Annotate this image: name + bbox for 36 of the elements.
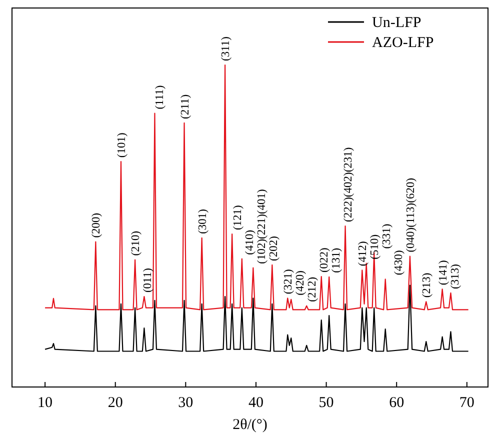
annotation: (011) xyxy=(142,268,154,293)
annotation: (111) xyxy=(154,85,166,110)
annotation: (412) xyxy=(357,241,370,266)
annotation: (022) xyxy=(318,247,331,273)
annotation: (101) xyxy=(116,132,128,158)
x-tick-label: 70 xyxy=(459,395,474,411)
annotation: (212) xyxy=(306,276,319,302)
annotation: (410) xyxy=(244,230,256,255)
annotation: (420) xyxy=(294,270,307,296)
x-tick-label: 10 xyxy=(38,395,53,411)
annotation: (311) xyxy=(220,36,232,61)
legend-label: AZO-LFP xyxy=(372,35,434,51)
legend-label: Un-LFP xyxy=(372,15,422,31)
annotation: (102)(221)(401) xyxy=(256,188,268,264)
annotation: (301) xyxy=(196,208,209,234)
x-tick-label: 20 xyxy=(108,395,123,411)
annotation: (213) xyxy=(421,272,434,298)
x-tick-label: 30 xyxy=(178,395,194,411)
x-tick-label: 40 xyxy=(248,395,264,411)
annotation: (200) xyxy=(90,212,103,238)
annotation: (141) xyxy=(437,260,450,286)
x-tick-label: 60 xyxy=(389,395,404,411)
annotation: (040)(113)(620) xyxy=(405,178,418,252)
annotation: (222)(402)(231) xyxy=(342,147,355,222)
annotation: (321) xyxy=(282,269,295,294)
annotation: (331) xyxy=(381,224,394,249)
annotation: (430) xyxy=(393,250,406,276)
x-axis-title: 2θ/(°) xyxy=(232,417,268,433)
annotation: (510) xyxy=(369,234,382,260)
annotation: (121) xyxy=(232,204,244,230)
x-tick-label: 50 xyxy=(318,395,334,411)
annotation: (202) xyxy=(268,236,280,261)
annotation: (131) xyxy=(330,248,343,273)
annotation: (211) xyxy=(179,94,192,119)
annotation: (313) xyxy=(449,264,462,289)
annotation: (210) xyxy=(130,230,142,256)
